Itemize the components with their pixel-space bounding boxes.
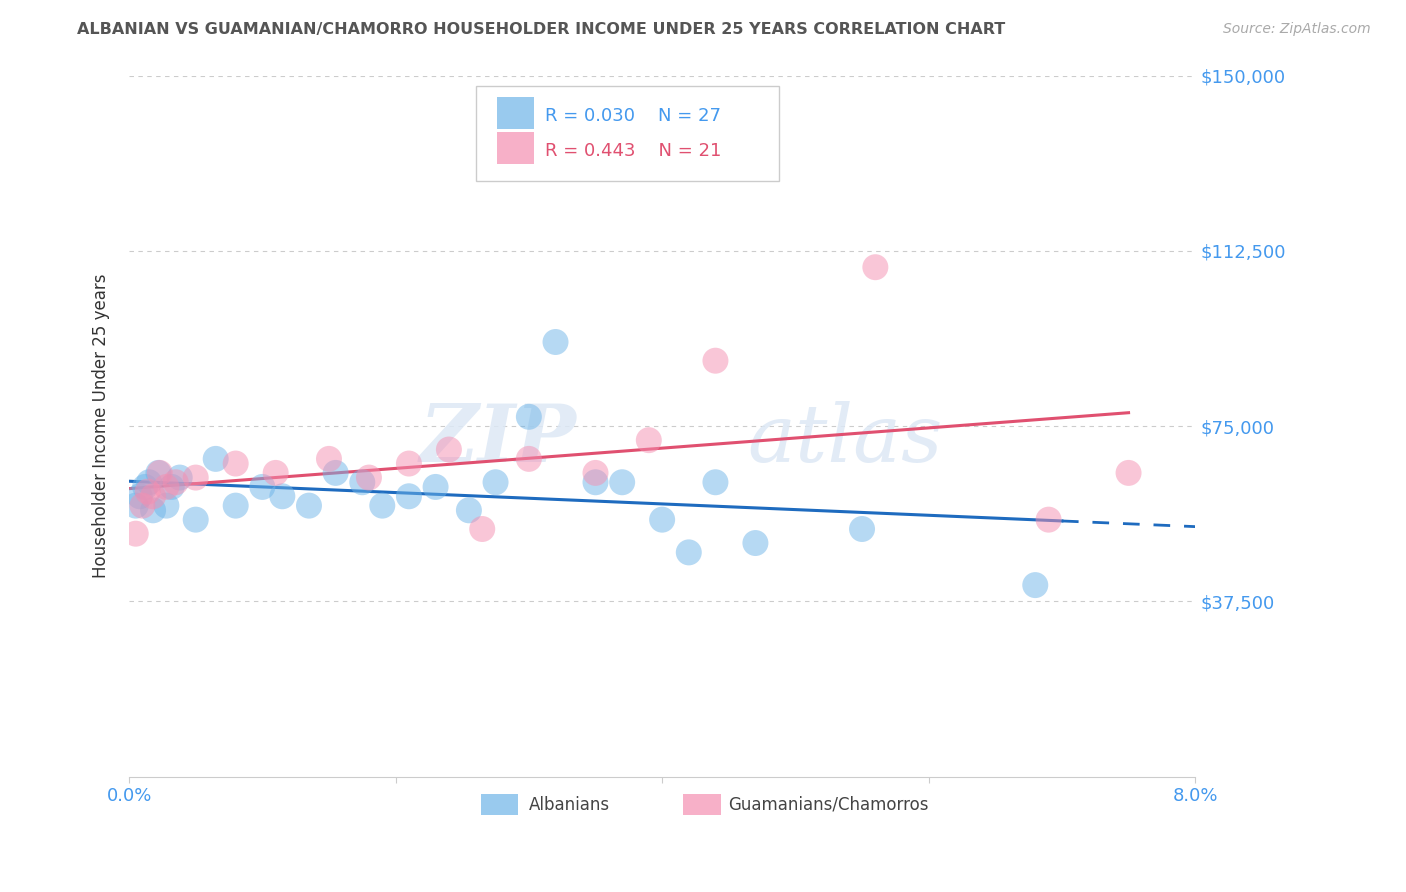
FancyBboxPatch shape [496, 97, 534, 128]
Point [169, 470, 191, 484]
Point [517, 451, 540, 466]
Point [1038, 513, 1060, 527]
Point [458, 503, 481, 517]
Point [298, 499, 321, 513]
Point [225, 499, 247, 513]
Point [142, 489, 165, 503]
Point [128, 489, 150, 503]
Point [264, 466, 287, 480]
Point [744, 536, 766, 550]
Point [134, 480, 156, 494]
Point [160, 480, 183, 494]
Point [637, 433, 659, 447]
Text: Guamanians/Chamorros: Guamanians/Chamorros [728, 796, 929, 814]
Point [544, 334, 567, 349]
FancyBboxPatch shape [683, 794, 721, 815]
Point [204, 451, 226, 466]
Point [138, 475, 160, 490]
Point [325, 466, 347, 480]
Text: R = 0.030    N = 27: R = 0.030 N = 27 [546, 107, 721, 125]
Point [165, 475, 187, 490]
Point [651, 513, 673, 527]
Point [357, 470, 380, 484]
Point [148, 466, 170, 480]
Point [471, 522, 494, 536]
Point [155, 499, 177, 513]
Point [149, 466, 172, 480]
Point [1118, 466, 1140, 480]
FancyBboxPatch shape [481, 794, 519, 815]
Point [612, 475, 634, 490]
Point [371, 499, 394, 513]
Point [131, 499, 153, 513]
Y-axis label: Householder Income Under 25 years: Householder Income Under 25 years [93, 274, 110, 578]
Point [125, 526, 148, 541]
Point [252, 480, 274, 494]
Point [225, 457, 247, 471]
Point [125, 499, 148, 513]
FancyBboxPatch shape [496, 132, 534, 164]
Point [155, 480, 177, 494]
Point [142, 503, 165, 517]
FancyBboxPatch shape [475, 86, 779, 181]
Text: Albanians: Albanians [529, 796, 610, 814]
Text: ALBANIAN VS GUAMANIAN/CHAMORRO HOUSEHOLDER INCOME UNDER 25 YEARS CORRELATION CHA: ALBANIAN VS GUAMANIAN/CHAMORRO HOUSEHOLD… [77, 22, 1005, 37]
Point [585, 466, 607, 480]
Point [318, 451, 340, 466]
Point [184, 513, 207, 527]
Point [865, 260, 887, 275]
Point [484, 475, 506, 490]
Point [851, 522, 873, 536]
Point [398, 489, 420, 503]
Point [704, 353, 727, 368]
Text: atlas: atlas [748, 401, 943, 479]
Point [704, 475, 727, 490]
Point [585, 475, 607, 490]
Text: ZIP: ZIP [420, 401, 576, 479]
Text: R = 0.443    N = 21: R = 0.443 N = 21 [546, 142, 721, 161]
Point [678, 545, 700, 559]
Point [425, 480, 447, 494]
Point [398, 457, 420, 471]
Point [517, 409, 540, 424]
Point [184, 470, 207, 484]
Point [437, 442, 460, 457]
Point [1024, 578, 1046, 592]
Point [271, 489, 294, 503]
Point [136, 484, 159, 499]
Text: Source: ZipAtlas.com: Source: ZipAtlas.com [1223, 22, 1371, 37]
Point [352, 475, 374, 490]
